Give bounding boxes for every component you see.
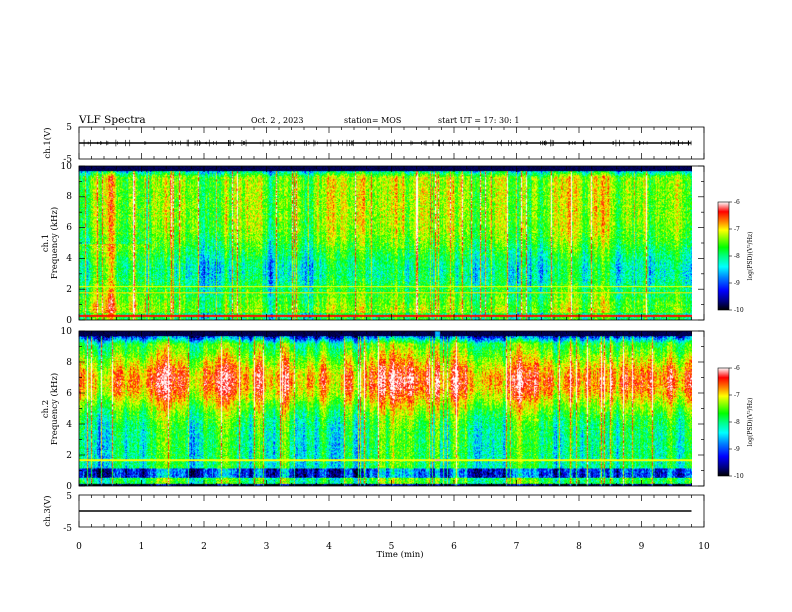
ch1-wave-ylabel: ch.1(V): [42, 127, 53, 158]
ch1-spectrogram-image: [79, 166, 692, 320]
ch1-colorbar-ticks: [729, 201, 732, 311]
ch1-colorbar-label: log(PSD)(V²/Hz): [747, 232, 754, 281]
ch2-ytick-2: 2: [66, 451, 72, 461]
ch2-spec-ylabel-channel: ch.2: [41, 400, 51, 418]
ch1-ytick-2: 2: [66, 285, 72, 295]
xtick-3: 3: [264, 542, 270, 552]
ch2-ytick-8: 8: [66, 358, 72, 368]
xtick-5: 5: [389, 542, 395, 552]
time-axis-label: Time (min): [376, 549, 423, 560]
panel-ch1-waveform: 5 -5 ch.1(V): [42, 123, 705, 165]
ch1-ytick-bottom: -5: [63, 155, 72, 165]
ch3-ytick-bottom: -5: [63, 524, 72, 534]
panel-ch1-spectrogram: 0 2 4 6 8 10 ch.1 Frequency (kHz) -6 -7 …: [41, 162, 754, 326]
ch2-colorbar-tick-m8: -8: [734, 419, 740, 426]
ch1-ytick-0: 0: [66, 316, 72, 326]
ch1-wave-ticks: [78, 127, 705, 159]
ch1-spec-ticks: [78, 165, 705, 321]
ch2-colorbar: [717, 367, 730, 477]
figure-title: VLF Spectra: [78, 114, 146, 126]
ch3-ytick-top: 5: [66, 492, 72, 502]
ch2-spec-ticks: [78, 330, 705, 487]
xtick-8: 8: [576, 542, 582, 552]
ch2-spectrogram-image: [79, 331, 692, 486]
ch1-ytick-10: 10: [61, 162, 73, 172]
ch2-ytick-4: 4: [66, 420, 72, 430]
ch1-colorbar-tick-m6: -6: [734, 199, 740, 206]
xtick-0: 0: [76, 542, 82, 552]
xtick-6: 6: [451, 542, 457, 552]
ch3-wave-ylabel: ch.3(V): [42, 495, 53, 526]
ch2-spec-ylabel-frequency: Frequency (kHz): [49, 373, 60, 445]
xtick-2: 2: [201, 542, 207, 552]
start-ut-label: start UT = 17: 30: 1: [438, 116, 519, 125]
ch1-spec-ylabel-frequency: Frequency (kHz): [49, 207, 60, 279]
ch3-wave-ticks: [78, 495, 705, 527]
ch2-ytick-10: 10: [61, 327, 73, 337]
ch1-ytick-top: 5: [66, 123, 72, 133]
xtick-9: 9: [639, 542, 645, 552]
ch1-ytick-4: 4: [66, 254, 72, 264]
xtick-1: 1: [139, 542, 145, 552]
ch2-colorbar-tick-m7: -7: [734, 392, 740, 399]
xtick-4: 4: [326, 542, 332, 552]
ch1-colorbar-tick-m7: -7: [734, 226, 740, 233]
station-label: station= MOS: [344, 116, 401, 125]
ch2-colorbar-label: log(PSD)(V²/Hz): [747, 398, 754, 447]
xtick-10: 10: [698, 542, 710, 552]
ch1-waveform-spikes: [83, 139, 692, 147]
ch1-ytick-8: 8: [66, 192, 72, 202]
ch2-colorbar-ticks: [729, 367, 732, 477]
ch2-colorbar-tick-m6: -6: [734, 365, 740, 372]
ch2-ytick-0: 0: [66, 482, 72, 492]
time-axis: 0 1 2 3 4 5 6 7 8 9 10 Time (min): [76, 542, 710, 560]
ch1-colorbar-tick-m8: -8: [734, 253, 740, 260]
ch2-ytick-6: 6: [66, 389, 72, 399]
ch1-ytick-6: 6: [66, 223, 72, 233]
ch2-colorbar-tick-m10: -10: [734, 473, 744, 480]
ch1-colorbar-tick-m10: -10: [734, 307, 744, 314]
ch1-colorbar: [717, 201, 730, 311]
header: VLF Spectra Oct. 2 , 2023 station= MOS s…: [78, 114, 519, 126]
ch1-colorbar-tick-m9: -9: [734, 280, 740, 287]
ch1-spec-ylabel-channel: ch.1: [41, 234, 51, 252]
ch2-colorbar-tick-m9: -9: [734, 446, 740, 453]
date-label: Oct. 2 , 2023: [251, 116, 303, 125]
xtick-7: 7: [514, 542, 520, 552]
panel-ch2-spectrogram: 0 2 4 6 8 10 ch.2 Frequency (kHz) -6 -7 …: [41, 327, 754, 492]
panel-ch3-waveform: 5 -5 ch.3(V): [42, 492, 705, 534]
